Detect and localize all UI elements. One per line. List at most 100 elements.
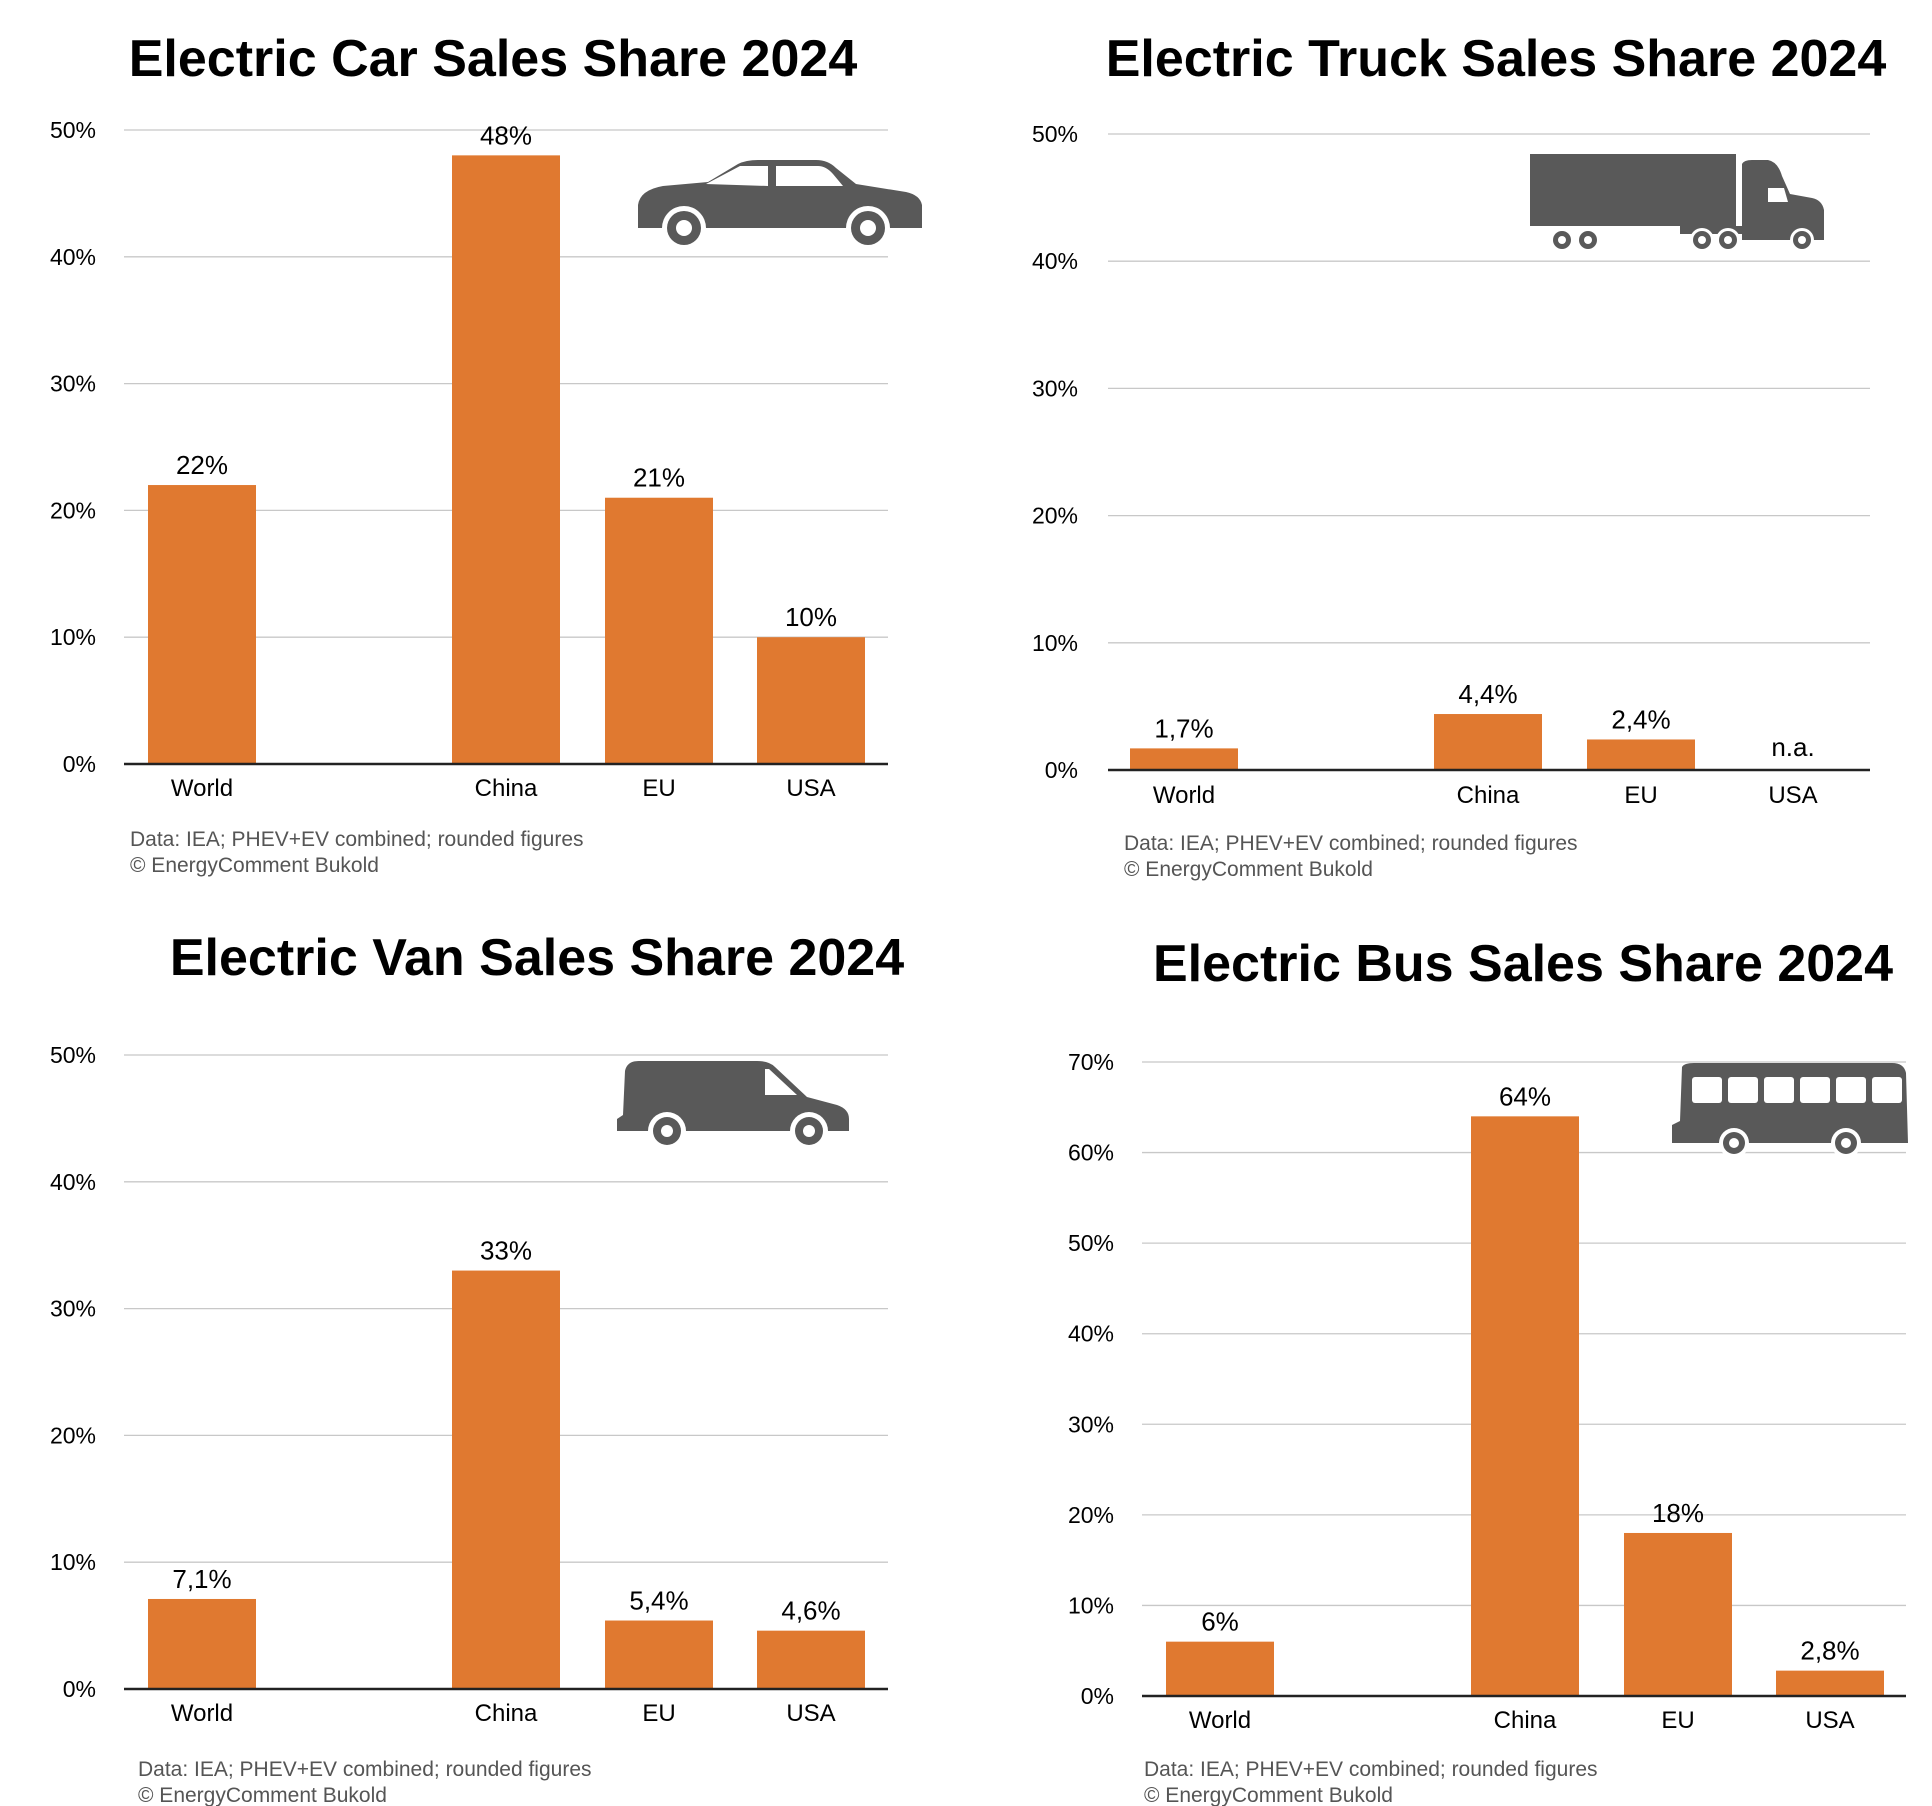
data-label: 22%: [176, 450, 228, 480]
source-note: Data: IEA; PHEV+EV combined; rounded fig…: [1144, 1758, 1598, 1781]
bar-eu: [605, 497, 713, 764]
y-tick-label: 50%: [1068, 1230, 1114, 1256]
bar-china: [1471, 1116, 1579, 1696]
y-tick-label: 50%: [50, 117, 96, 143]
data-label: n.a.: [1771, 732, 1814, 762]
y-tick-label: 40%: [1068, 1321, 1114, 1347]
data-label: 10%: [785, 602, 837, 632]
truck-icon: [1530, 154, 1824, 252]
y-tick-label: 20%: [1068, 1502, 1114, 1528]
x-category-label: USA: [1805, 1707, 1854, 1734]
bar-usa: [757, 1630, 865, 1689]
copyright-note: © EnergyComment Bukold: [1124, 858, 1373, 881]
bar-world: [148, 1598, 256, 1689]
bus-icon: [1672, 1063, 1908, 1158]
x-category-label: EU: [642, 775, 675, 802]
chart-panel-bus: Electric Bus Sales Share 2024 0% 10% 20% 30…: [966, 903, 1932, 1806]
y-tick-label: 30%: [50, 1296, 96, 1322]
truck-chart: Electric Truck Sales Share 2024 0% 10% 20%…: [1032, 30, 1887, 881]
x-category-label: World: [1153, 782, 1215, 809]
x-category-label: China: [1494, 1707, 1557, 1734]
car-chart: Electric Car Sales Share 2024 0% 10% 20% 30…: [50, 30, 922, 877]
y-tick-label: 10%: [50, 624, 96, 650]
y-tick-label: 0%: [63, 1676, 96, 1702]
y-tick-label: 40%: [1032, 248, 1078, 274]
data-label: 7,1%: [172, 1564, 231, 1594]
van-chart: Electric Van Sales Share 2024 0% 10% 20% 30…: [50, 929, 904, 1806]
x-category-label: EU: [642, 1700, 675, 1727]
data-label: 6%: [1201, 1607, 1239, 1637]
plot-area: 0% 10% 20% 30% 40% 50% 1,7% World 4,4% China 2,4% E…: [1032, 121, 1870, 809]
copyright-note: © EnergyComment Bukold: [138, 1784, 387, 1806]
source-note: Data: IEA; PHEV+EV combined; rounded fig…: [138, 1758, 592, 1781]
plot-area: 0% 10% 20% 30% 40% 50% 7,1% World 33% China 5,4% EU…: [50, 1042, 888, 1727]
y-tick-label: 40%: [50, 244, 96, 270]
data-label: 5,4%: [629, 1586, 688, 1616]
bar-eu: [1587, 739, 1695, 770]
y-tick-label: 0%: [63, 751, 96, 777]
plot-area: 0% 10% 20% 30% 40% 50% 60% 70% 6% World 64% China 18…: [1068, 1049, 1906, 1734]
x-category-label: China: [475, 775, 538, 802]
x-category-label: EU: [1661, 1707, 1694, 1734]
chart-panel-car: Electric Car Sales Share 2024 0% 10% 20% 30…: [0, 0, 966, 903]
y-tick-label: 10%: [1068, 1592, 1114, 1618]
bar-usa: [757, 637, 865, 764]
plot-area: 0% 10% 20% 30% 40% 50% 22% World 48% China 21% EU 10…: [50, 117, 888, 802]
y-tick-label: 30%: [1068, 1411, 1114, 1437]
y-tick-label: 70%: [1068, 1049, 1114, 1075]
y-tick-label: 20%: [1032, 503, 1078, 529]
y-tick-label: 50%: [1032, 121, 1078, 147]
copyright-note: © EnergyComment Bukold: [1144, 1784, 1393, 1806]
bar-eu: [1624, 1532, 1732, 1696]
x-category-label: EU: [1624, 782, 1657, 809]
y-tick-label: 20%: [50, 497, 96, 523]
y-tick-label: 20%: [50, 1422, 96, 1448]
x-category-label: USA: [786, 1700, 835, 1727]
source-note: Data: IEA; PHEV+EV combined; rounded fig…: [130, 828, 584, 851]
chart-title: Electric Bus Sales Share 2024: [1153, 935, 1893, 993]
chart-title: Electric Van Sales Share 2024: [170, 929, 904, 987]
chart-title: Electric Car Sales Share 2024: [129, 30, 858, 88]
data-label: 64%: [1499, 1081, 1551, 1111]
copyright-note: © EnergyComment Bukold: [130, 854, 379, 877]
source-note: Data: IEA; PHEV+EV combined; rounded fig…: [1124, 832, 1578, 855]
y-tick-label: 10%: [50, 1549, 96, 1575]
bar-world: [1166, 1641, 1274, 1696]
chart-title: Electric Truck Sales Share 2024: [1106, 30, 1887, 88]
x-category-label: USA: [786, 775, 835, 802]
chart-panel-van: Electric Van Sales Share 2024 0% 10% 20% 30…: [0, 903, 966, 1806]
bar-usa: [1776, 1670, 1884, 1696]
chart-panel-truck: Electric Truck Sales Share 2024 0% 10% 20%…: [966, 0, 1932, 903]
y-tick-label: 0%: [1045, 757, 1078, 783]
x-category-label: China: [1457, 782, 1520, 809]
bar-china: [452, 155, 560, 765]
data-label: 4,6%: [781, 1596, 840, 1626]
van-icon: [617, 1061, 849, 1150]
x-category-label: USA: [1768, 782, 1817, 809]
data-label: 33%: [480, 1236, 532, 1266]
y-tick-label: 30%: [50, 371, 96, 397]
bar-world: [148, 485, 256, 764]
bar-eu: [605, 1620, 713, 1689]
x-category-label: World: [171, 775, 233, 802]
data-label: 4,4%: [1458, 679, 1517, 709]
y-tick-label: 50%: [50, 1042, 96, 1068]
y-tick-label: 0%: [1081, 1683, 1114, 1709]
data-label: 48%: [480, 120, 532, 150]
y-tick-label: 10%: [1032, 630, 1078, 656]
x-category-label: World: [1189, 1707, 1251, 1734]
y-tick-label: 60%: [1068, 1140, 1114, 1166]
y-tick-label: 30%: [1032, 375, 1078, 401]
data-label: 21%: [633, 463, 685, 493]
car-icon: [638, 160, 922, 250]
y-tick-label: 40%: [50, 1169, 96, 1195]
x-category-label: China: [475, 1700, 538, 1727]
data-label: 2,4%: [1611, 704, 1670, 734]
data-label: 2,8%: [1800, 1636, 1859, 1666]
x-category-label: World: [171, 1700, 233, 1727]
bar-china: [452, 1270, 560, 1689]
bar-china: [1434, 714, 1542, 770]
data-label: 1,7%: [1154, 713, 1213, 743]
bus-chart: Electric Bus Sales Share 2024 0% 10% 20% 30…: [1068, 935, 1908, 1806]
data-label: 18%: [1652, 1498, 1704, 1528]
